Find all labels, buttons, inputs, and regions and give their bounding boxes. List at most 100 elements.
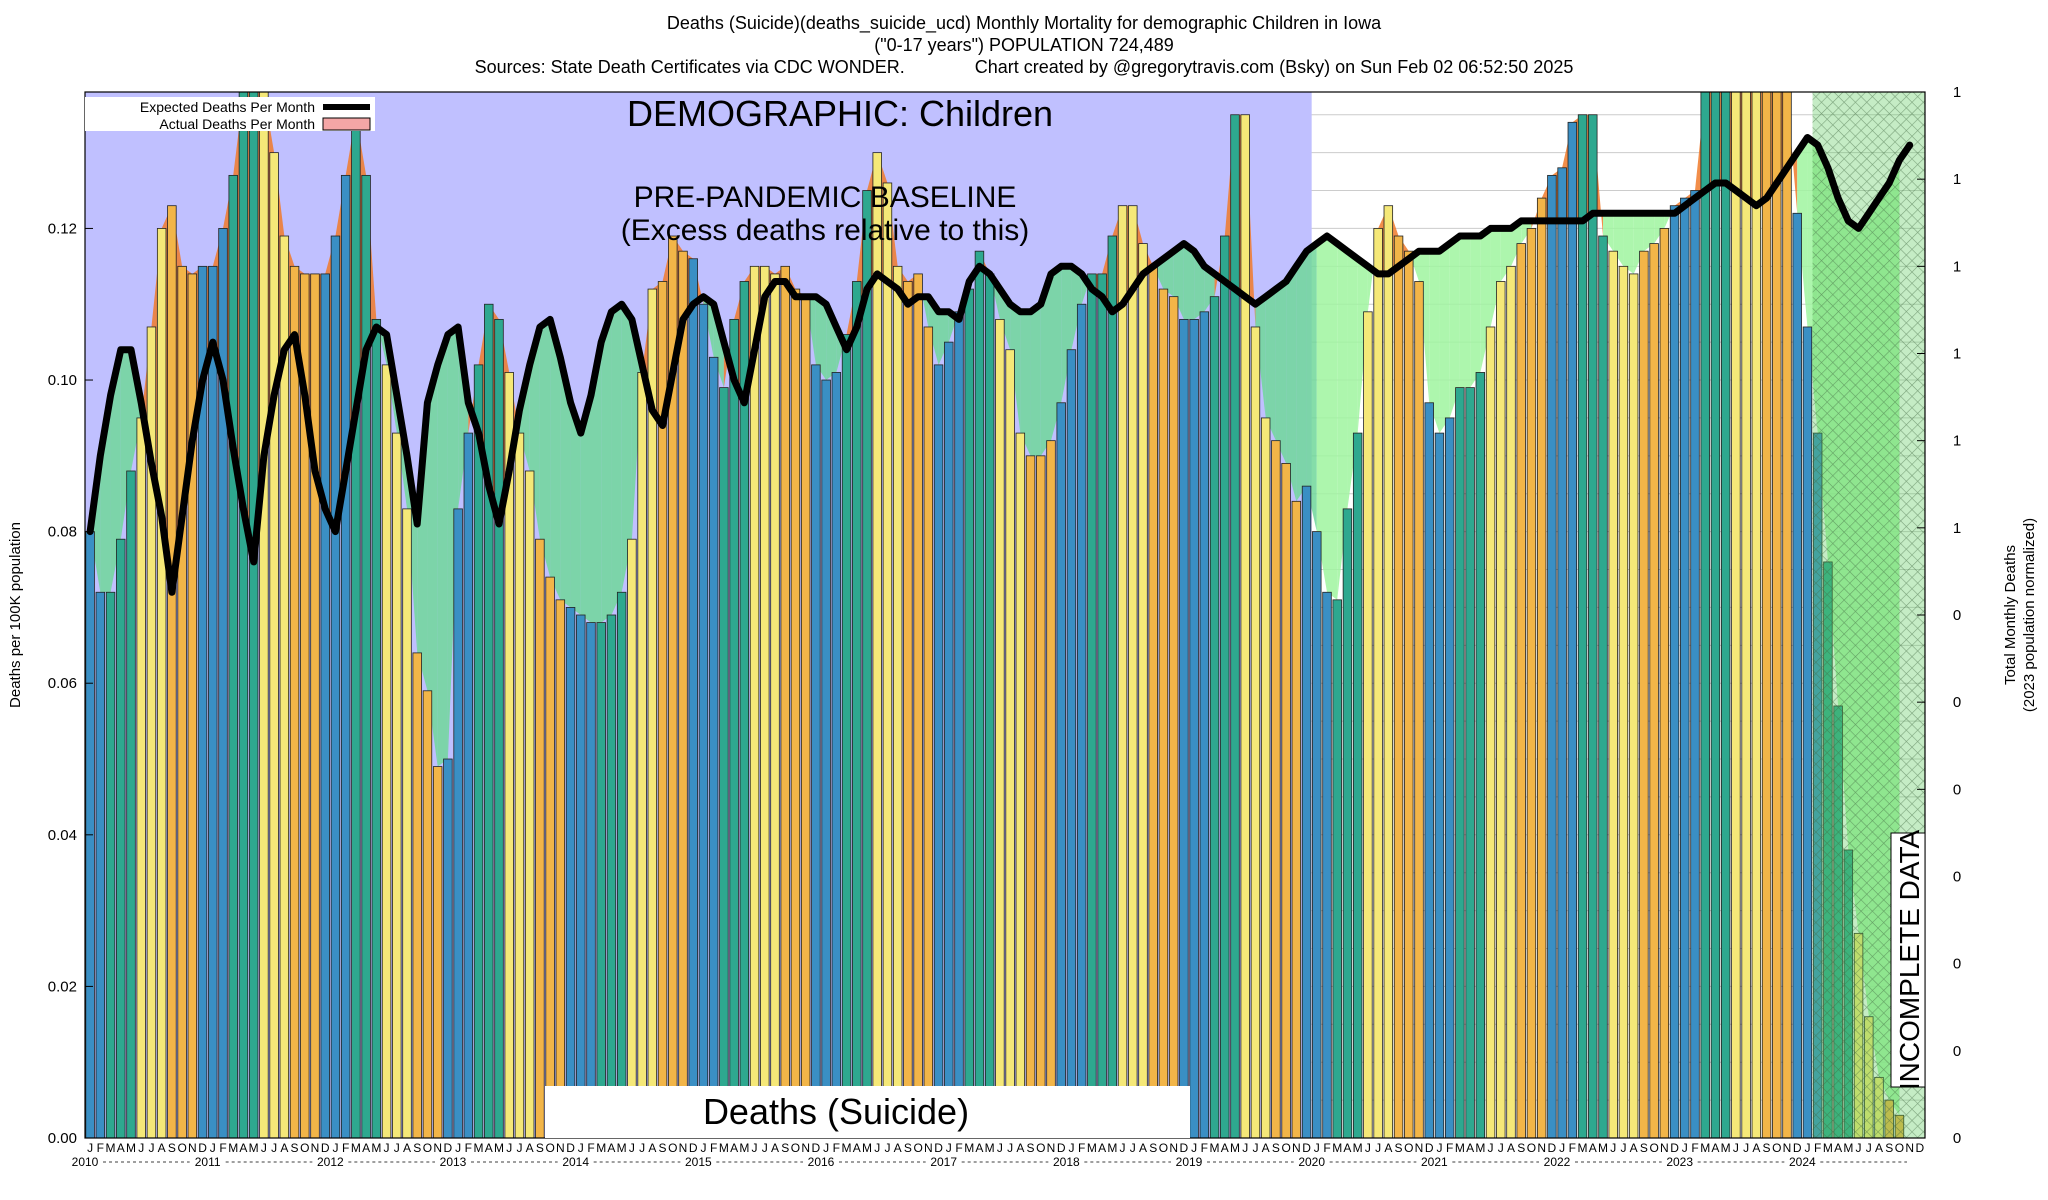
bar — [340, 174, 351, 1139]
year-label: 2010 — [72, 1155, 99, 1169]
bar — [1782, 91, 1792, 1139]
bar — [954, 311, 964, 1139]
bar — [1802, 326, 1813, 1139]
excess-deficit-segment — [1051, 266, 1062, 441]
month-label: F — [219, 1141, 226, 1155]
chart-title-block: Deaths (Suicide)(deaths_suicide_ucd) Mon… — [0, 12, 2048, 78]
bar — [330, 235, 341, 1139]
bar — [1312, 531, 1322, 1139]
month-label: J — [138, 1141, 144, 1155]
excess-deficit-segment — [110, 349, 121, 593]
month-label: S — [1395, 1141, 1403, 1155]
month-label: F — [1814, 1141, 1821, 1155]
month-label: J — [1365, 1141, 1371, 1155]
bar — [1260, 417, 1271, 1139]
excess-deficit-segment — [580, 395, 591, 623]
year-label: 2019 — [1176, 1155, 1203, 1169]
excess-deficit-segment — [591, 342, 602, 623]
bar — [555, 599, 566, 1139]
month-label: D — [1793, 1141, 1802, 1155]
month-label: J — [1610, 1141, 1616, 1155]
month-label: S — [1763, 1141, 1771, 1155]
bar — [1557, 167, 1567, 1139]
cause-label-background — [545, 1086, 1190, 1138]
month-label: J — [1559, 1141, 1565, 1155]
month-label: A — [280, 1141, 288, 1155]
bar — [1690, 190, 1700, 1139]
month-label: O — [1281, 1141, 1290, 1155]
y2-tick-label: 1 — [1953, 84, 1961, 101]
bar — [1700, 91, 1710, 1139]
month-label: D — [444, 1141, 453, 1155]
month-label: F — [1323, 1141, 1330, 1155]
bar — [1465, 387, 1475, 1139]
month-label: N — [1169, 1141, 1178, 1155]
month-label: J — [823, 1141, 829, 1155]
bar — [95, 591, 106, 1139]
excess-deficit-segment — [1357, 258, 1368, 434]
bar — [903, 281, 913, 1139]
year-label: 2012 — [317, 1155, 344, 1169]
bar — [1291, 500, 1302, 1139]
year-label: 2016 — [808, 1155, 835, 1169]
month-label: M — [1230, 1141, 1240, 1155]
month-label: M — [964, 1141, 974, 1155]
bar — [1015, 432, 1026, 1139]
month-label: A — [1589, 1141, 1597, 1155]
month-label: J — [210, 1141, 216, 1155]
excess-deficit-segment — [120, 349, 131, 540]
bar — [1731, 91, 1741, 1139]
month-label: S — [781, 1141, 789, 1155]
excess-deficit-segment — [1490, 228, 1501, 327]
bar — [708, 356, 719, 1139]
year-label: 2014 — [562, 1155, 589, 1169]
month-label: D — [1302, 1141, 1311, 1155]
month-label: D — [812, 1141, 821, 1155]
month-label: D — [1916, 1141, 1925, 1155]
month-label: M — [1578, 1141, 1588, 1155]
month-label: M — [1107, 1141, 1117, 1155]
bar — [1056, 402, 1066, 1139]
month-label: F — [1446, 1141, 1453, 1155]
bar — [1577, 114, 1588, 1139]
bar — [443, 758, 453, 1139]
bar — [473, 364, 484, 1139]
month-label: S — [1027, 1141, 1035, 1155]
bar — [177, 265, 187, 1139]
bar — [800, 296, 811, 1139]
excess-deficit-segment — [1061, 266, 1072, 403]
excess-deficit-segment — [570, 402, 581, 615]
bar — [524, 470, 535, 1139]
excess-deficit-segment — [805, 296, 816, 365]
bar — [586, 622, 596, 1139]
month-label: A — [1343, 1141, 1351, 1155]
bar — [1444, 417, 1455, 1139]
y-axis-label: Deaths per 100K population — [7, 522, 24, 708]
month-label: J — [506, 1141, 512, 1155]
excess-deficit-segment — [1296, 251, 1307, 502]
bar — [596, 622, 606, 1139]
bar — [1598, 235, 1608, 1139]
cause-label: Deaths (Suicide) — [703, 1091, 969, 1132]
month-label: A — [730, 1141, 738, 1155]
month-label: J — [87, 1141, 93, 1155]
year-label: 2024 — [1789, 1155, 1816, 1169]
bar — [105, 591, 116, 1139]
month-label: F — [1201, 1141, 1208, 1155]
y-tick-label: 0.10 — [48, 372, 77, 389]
baseline-label-line1: PRE-PANDEMIC BASELINE — [634, 181, 1017, 214]
month-label: O — [1649, 1141, 1658, 1155]
month-label: J — [1488, 1141, 1494, 1155]
month-label: J — [884, 1141, 890, 1155]
bar — [259, 91, 269, 1139]
month-label: A — [853, 1141, 861, 1155]
excess-deficit-segment — [1654, 213, 1665, 244]
month-label: J — [1743, 1141, 1749, 1155]
month-label: M — [371, 1141, 381, 1155]
bar — [729, 318, 739, 1139]
month-label: O — [1772, 1141, 1781, 1155]
month-label: J — [752, 1141, 758, 1155]
month-label: J — [1120, 1141, 1126, 1155]
month-label: J — [1068, 1141, 1074, 1155]
month-label: A — [1630, 1141, 1638, 1155]
